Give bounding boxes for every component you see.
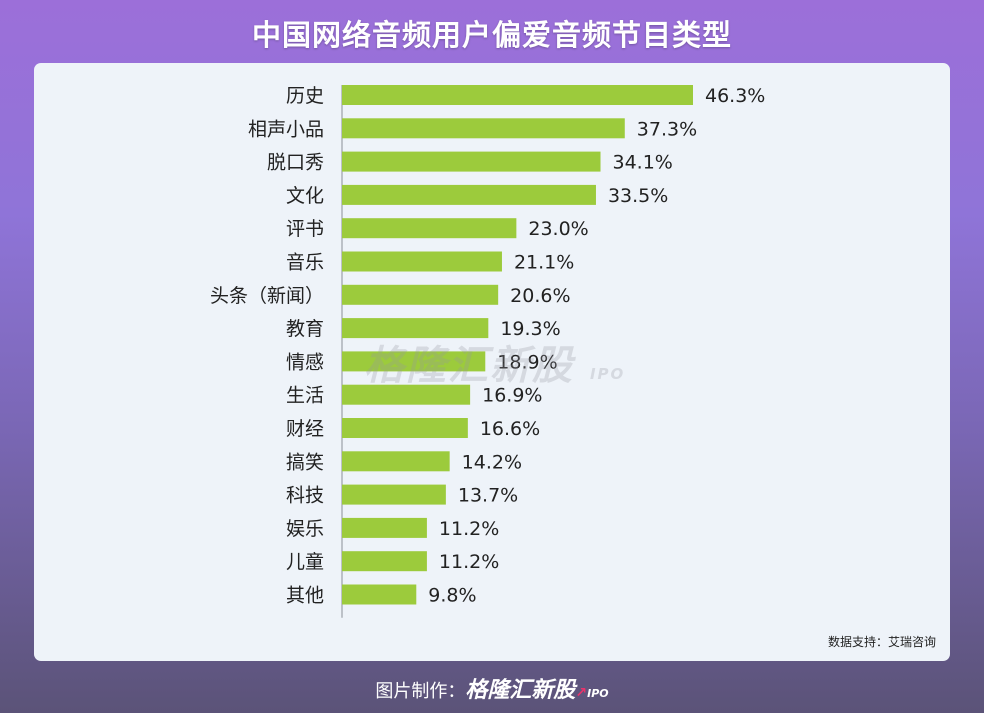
watermark: 格隆汇新股 IPO bbox=[364, 333, 625, 391]
value-label: 46.3% bbox=[705, 85, 765, 107]
value-label: 14.2% bbox=[462, 451, 522, 473]
category-label: 评书 bbox=[286, 218, 324, 240]
bar-0 bbox=[342, 85, 693, 105]
value-label: 37.3% bbox=[637, 118, 697, 140]
bar-15 bbox=[342, 584, 417, 605]
footer-brand-sub: IPO bbox=[587, 687, 609, 700]
footer-brand-text: 格隆汇新股 bbox=[465, 678, 576, 703]
category-label: 财经 bbox=[286, 418, 324, 440]
bar-chart: 历史 46.3% 相声小品 37.3% 脱口秀 34.1% 文化 33.5% 评书 23.0% 音乐… bbox=[210, 85, 765, 618]
bar-13 bbox=[342, 517, 427, 538]
bar-5 bbox=[342, 251, 502, 272]
bar-6 bbox=[342, 284, 499, 305]
value-label: 9.8% bbox=[428, 585, 476, 607]
footer-prefix: 图片制作： bbox=[375, 681, 466, 702]
category-label: 音乐 bbox=[286, 252, 324, 274]
category-label: 其他 bbox=[286, 585, 324, 607]
category-label: 文化 bbox=[286, 185, 324, 207]
category-label: 科技 bbox=[286, 485, 324, 507]
value-label: 23.0% bbox=[528, 218, 588, 240]
category-label: 脱口秀 bbox=[267, 152, 324, 174]
bar-11 bbox=[342, 451, 450, 472]
value-label: 19.3% bbox=[500, 318, 560, 340]
bar-3 bbox=[342, 184, 596, 205]
bar-4 bbox=[342, 218, 517, 239]
bar-1 bbox=[342, 118, 625, 139]
value-label: 18.9% bbox=[497, 351, 557, 373]
source-note: 数据支持：艾瑞咨询 bbox=[827, 635, 936, 649]
category-label: 历史 bbox=[286, 85, 324, 107]
bar-14 bbox=[342, 551, 427, 572]
category-label: 情感 bbox=[286, 351, 324, 373]
category-label: 娱乐 bbox=[286, 518, 324, 540]
category-label: 儿童 bbox=[286, 551, 324, 573]
chart-title: 中国网络音频用户偏爱音频节目类型 bbox=[251, 18, 732, 52]
value-label: 34.1% bbox=[613, 152, 673, 174]
value-label: 33.5% bbox=[608, 185, 668, 207]
value-label: 11.2% bbox=[439, 518, 499, 540]
watermark-text: 格隆汇新股 bbox=[364, 343, 574, 389]
category-label: 生活 bbox=[286, 385, 324, 407]
bar-7 bbox=[342, 318, 489, 339]
bar-8 bbox=[342, 351, 486, 372]
value-label: 16.9% bbox=[482, 385, 542, 407]
category-label: 头条（新闻） bbox=[210, 285, 324, 307]
value-label: 21.1% bbox=[514, 252, 574, 274]
value-label: 13.7% bbox=[458, 485, 518, 507]
value-label: 20.6% bbox=[510, 285, 570, 307]
watermark-sub: IPO bbox=[589, 365, 626, 383]
value-label: 16.6% bbox=[480, 418, 540, 440]
footer: 图片制作：格隆汇新股↗IPO bbox=[0, 672, 984, 704]
bar-2 bbox=[342, 151, 601, 172]
bar-12 bbox=[342, 484, 446, 505]
category-label: 教育 bbox=[286, 318, 324, 340]
trend-arrow-icon: ↗ bbox=[575, 685, 588, 701]
bar-9 bbox=[342, 384, 471, 405]
chart-panel: 历史 46.3% 相声小品 37.3% 脱口秀 34.1% 文化 33.5% 评书 23.0% 音乐… bbox=[34, 63, 950, 661]
category-label: 搞笑 bbox=[286, 451, 324, 473]
value-label: 11.2% bbox=[439, 551, 499, 573]
footer-brand: 格隆汇新股↗IPO bbox=[465, 678, 608, 703]
bar-10 bbox=[342, 418, 468, 438]
category-label: 相声小品 bbox=[248, 118, 324, 140]
